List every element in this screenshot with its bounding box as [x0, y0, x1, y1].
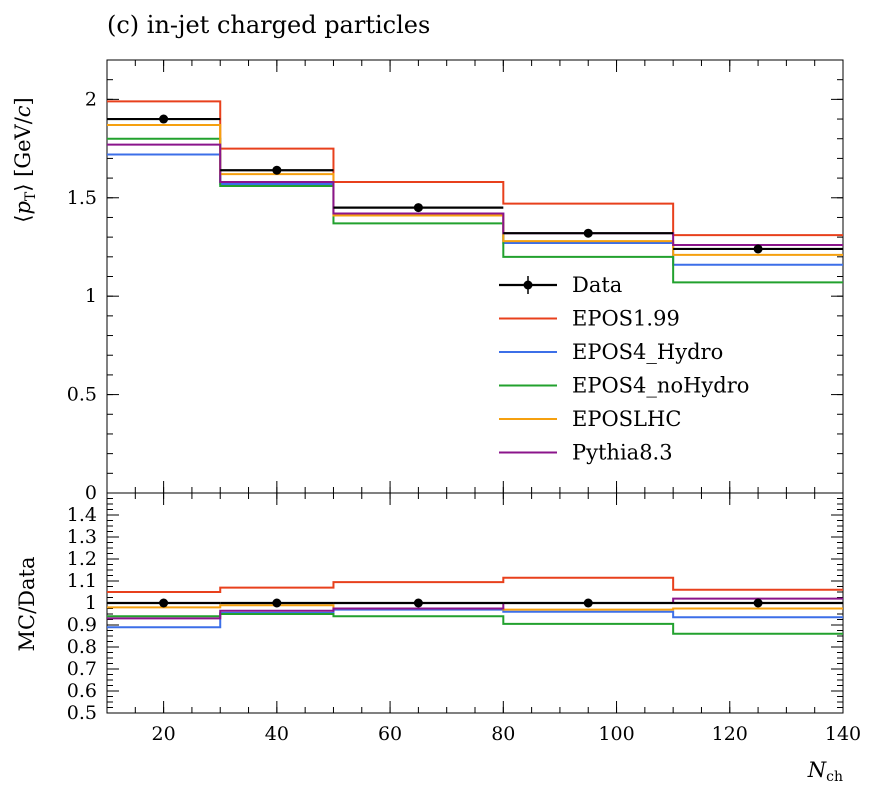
main-data-point	[159, 114, 169, 124]
x-tick-label: 140	[825, 723, 861, 745]
ratio-ytick-label: 1.4	[67, 504, 97, 526]
main-series-pythia8-3	[107, 143, 843, 247]
ratio-ytick-label: 0.7	[67, 658, 97, 680]
main-ytick-label: 0	[85, 482, 97, 504]
ratio-series-epos4-hydro	[107, 608, 843, 629]
main-data-point	[413, 203, 423, 213]
legend-label-epos1-99: EPOS1.99	[572, 307, 680, 331]
main-ytick-label: 2	[85, 88, 97, 110]
ratio-series-pythia8-3	[107, 597, 843, 620]
main-ytick-label: 1	[85, 285, 97, 307]
ratio-data-point	[583, 598, 593, 608]
legend-label-data: Data	[572, 273, 622, 297]
main-ytick-label: 0.5	[67, 384, 97, 406]
main-data-point	[272, 165, 282, 175]
legend-label-epos4-nohydro: EPOS4_noHydro	[572, 374, 749, 398]
main-series-epos4-nohydro	[107, 137, 843, 284]
x-tick-label: 80	[491, 723, 515, 745]
main-ytick-label: 1.5	[67, 187, 97, 209]
ratio-ytick-label: 0.9	[67, 614, 97, 636]
legend-marker	[523, 280, 533, 290]
ratio-ytick-label: 1.2	[67, 548, 97, 570]
main-data-point	[753, 244, 763, 254]
ratio-ytick-label: 0.8	[67, 636, 97, 658]
legend-label-epos4-hydro: EPOS4_Hydro	[572, 340, 723, 364]
ratio-data-point	[753, 598, 763, 608]
chart-title: (c) in-jet charged particles	[107, 11, 430, 39]
x-tick-label: 20	[152, 723, 176, 745]
ratio-ytick-label: 0.5	[67, 702, 97, 724]
x-axis-label: Nch	[807, 758, 843, 785]
ratio-panel: 0.50.60.70.80.911.11.21.31.4 20 40 60 80 100 1…	[67, 492, 861, 745]
x-tick-label: 60	[378, 723, 402, 745]
ratio-data-point	[413, 598, 423, 608]
legend-label-pythia8-3: Pythia8.3	[572, 441, 673, 465]
ratio-ytick-label: 1.3	[67, 526, 97, 548]
main-data-point	[583, 228, 593, 238]
ratio-series-epos1-99	[107, 576, 843, 593]
legend: Data EPOS1.99 EPOS4_Hydro EPOS4_noHydro EPOS…	[499, 273, 749, 465]
ratio-data-point	[159, 598, 169, 608]
main-panel: 0 0.5 1 1.5 2 Data EPOS1.99 EPOS4_Hydro EPOS4_no…	[67, 59, 844, 504]
main-ylabel: ⟨pT⟩ [GeV/c]	[11, 97, 39, 222]
ratio-ytick-label: 1	[85, 592, 97, 614]
legend-label-eposlhc: EPOSLHC	[572, 407, 681, 431]
ratio-ylabel: MC/Data	[15, 557, 39, 652]
x-tick-label: 40	[265, 723, 289, 745]
ratio-ytick-label: 0.6	[67, 680, 97, 702]
ratio-data-point	[272, 598, 282, 608]
x-tick-label: 120	[712, 723, 748, 745]
x-tick-label: 100	[598, 723, 634, 745]
ratio-ytick-label: 1.1	[67, 570, 97, 592]
